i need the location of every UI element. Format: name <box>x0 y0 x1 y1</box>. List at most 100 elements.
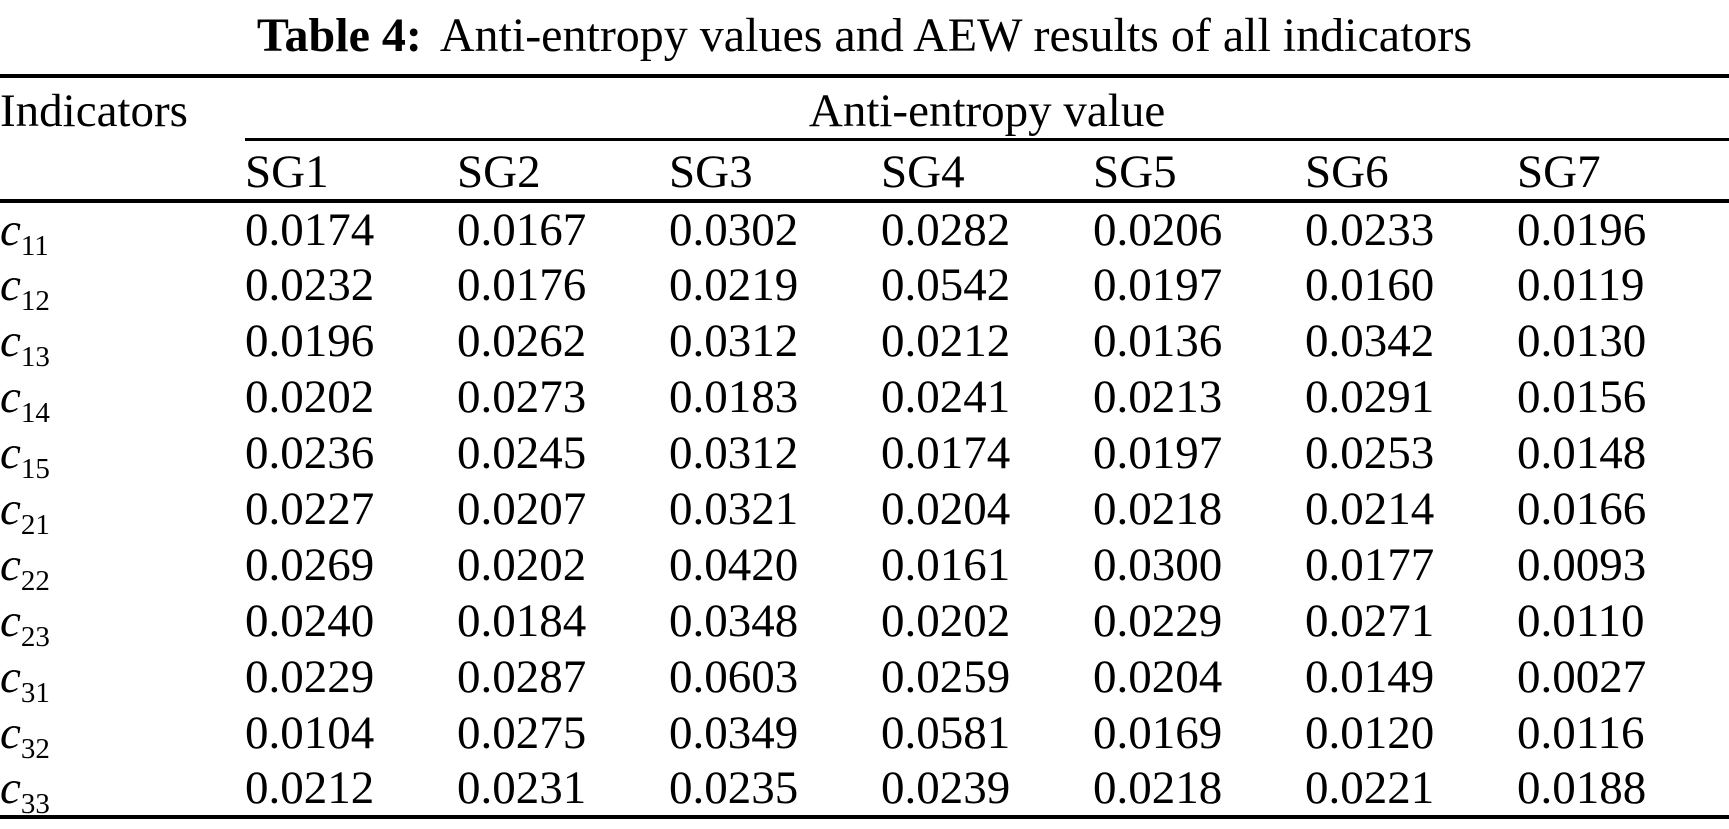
value-cell: 0.0253 <box>1305 427 1435 479</box>
table-row: c32 0.0104 0.0275 0.0349 0.0581 0.0169 0.0120 0… <box>0 705 1729 764</box>
value-cell: 0.0119 <box>1517 259 1645 311</box>
col-header-sg1: SG1 <box>245 146 329 198</box>
value-cell: 0.0160 <box>1305 259 1435 311</box>
value-cell: 0.0093 <box>1517 539 1647 591</box>
indicator-label: c31 <box>0 649 245 708</box>
indicator-base: c <box>0 539 21 591</box>
value-cell: 0.0233 <box>1305 204 1435 256</box>
value-cell: 0.0196 <box>245 315 375 367</box>
value-cell: 0.0027 <box>1517 651 1647 703</box>
table-row: c14 0.0202 0.0273 0.0183 0.0241 0.0213 0.0291 0… <box>0 369 1729 428</box>
indicator-base: c <box>0 595 21 647</box>
indicator-subscript: 21 <box>20 509 50 541</box>
value-cell: 0.0312 <box>669 315 799 367</box>
value-cell: 0.0161 <box>881 539 1011 591</box>
indicator-base: c <box>0 483 21 535</box>
column-header-row: SG1 SG2 SG3 SG4 SG5 SG6 SG7 <box>0 140 1729 202</box>
value-cell: 0.0229 <box>245 651 375 703</box>
value-cell: 0.0239 <box>881 762 1011 814</box>
value-cell: 0.0232 <box>245 259 375 311</box>
value-cell: 0.0282 <box>881 204 1011 256</box>
indicator-base: c <box>0 371 21 423</box>
value-cell: 0.0348 <box>669 595 799 647</box>
value-cell: 0.0218 <box>1093 483 1223 535</box>
indicator-label: c13 <box>0 313 245 372</box>
table-row: c31 0.0229 0.0287 0.0603 0.0259 0.0204 0.0149 0… <box>0 649 1729 708</box>
value-cell: 0.0197 <box>1093 259 1223 311</box>
value-cell: 0.0420 <box>669 539 799 591</box>
value-cell: 0.0176 <box>457 259 587 311</box>
value-cell: 0.0202 <box>881 595 1011 647</box>
col-header-sg7: SG7 <box>1517 146 1601 198</box>
value-cell: 0.0188 <box>1517 762 1647 814</box>
value-cell: 0.0236 <box>245 427 375 479</box>
value-cell: 0.0174 <box>245 204 375 256</box>
value-cell: 0.0110 <box>1517 595 1645 647</box>
value-cell: 0.0581 <box>881 707 1011 759</box>
indicator-subscript: 11 <box>20 230 49 262</box>
value-cell: 0.0312 <box>669 427 799 479</box>
indicator-subscript: 12 <box>20 285 50 317</box>
value-cell: 0.0136 <box>1093 315 1223 367</box>
table-caption-text: Anti-entropy values and AEW results of a… <box>439 9 1473 62</box>
anti-entropy-table: Indicators Anti-entropy value SG1 SG2 SG… <box>0 74 1729 819</box>
value-cell: 0.0291 <box>1305 371 1435 423</box>
value-cell: 0.0287 <box>457 651 587 703</box>
value-cell: 0.0202 <box>457 539 587 591</box>
value-cell: 0.0241 <box>881 371 1011 423</box>
table-caption-label: Table 4: <box>256 9 422 62</box>
value-cell: 0.0212 <box>881 315 1011 367</box>
value-cell: 0.0349 <box>669 707 799 759</box>
value-cell: 0.0227 <box>245 483 375 535</box>
value-cell: 0.0204 <box>881 483 1011 535</box>
table-row: c22 0.0269 0.0202 0.0420 0.0161 0.0300 0.0177 0… <box>0 537 1729 596</box>
col-header-sg2: SG2 <box>457 146 541 198</box>
value-cell: 0.0156 <box>1517 371 1647 423</box>
indicator-base: c <box>0 427 21 479</box>
value-cell: 0.0342 <box>1305 315 1435 367</box>
value-cell: 0.0212 <box>245 762 375 814</box>
indicator-subscript: 32 <box>20 733 50 765</box>
value-cell: 0.0197 <box>1093 427 1223 479</box>
value-cell: 0.0240 <box>245 595 375 647</box>
indicator-base: c <box>0 651 21 703</box>
table-row: c11 0.0174 0.0167 0.0302 0.0282 0.0206 0.0233 0… <box>0 201 1729 261</box>
value-cell: 0.0221 <box>1305 762 1435 814</box>
table-caption: Table 4: Anti-entropy values and AEW resu… <box>0 0 1729 74</box>
value-cell: 0.0207 <box>457 483 587 535</box>
value-cell: 0.0214 <box>1305 483 1435 535</box>
indicator-label: c11 <box>0 201 245 261</box>
value-cell: 0.0271 <box>1305 595 1435 647</box>
table-row: c12 0.0232 0.0176 0.0219 0.0542 0.0197 0.0160 0… <box>0 257 1729 316</box>
value-cell: 0.0149 <box>1305 651 1435 703</box>
value-cell: 0.0259 <box>881 651 1011 703</box>
indicator-subscript: 14 <box>20 397 50 429</box>
value-cell: 0.0166 <box>1517 483 1647 535</box>
value-cell: 0.0104 <box>245 707 375 759</box>
indicator-base: c <box>0 762 21 814</box>
indicator-label: c33 <box>0 761 245 819</box>
value-cell: 0.0231 <box>457 762 587 814</box>
value-cell: 0.0202 <box>245 371 375 423</box>
indicator-base: c <box>0 707 21 759</box>
indicators-header: Indicators <box>0 85 188 137</box>
indicator-label: c22 <box>0 537 245 596</box>
table-row: c21 0.0227 0.0207 0.0321 0.0204 0.0218 0.0214 0… <box>0 481 1729 540</box>
indicator-subscript: 13 <box>20 341 50 373</box>
indicator-label: c21 <box>0 481 245 540</box>
value-cell: 0.0184 <box>457 595 587 647</box>
value-cell: 0.0603 <box>669 651 799 703</box>
indicator-label: c14 <box>0 369 245 428</box>
value-cell: 0.0116 <box>1517 707 1645 759</box>
indicator-subscript: 31 <box>20 677 50 709</box>
value-cell: 0.0130 <box>1517 315 1647 367</box>
value-cell: 0.0300 <box>1093 539 1223 591</box>
value-cell: 0.0542 <box>881 259 1011 311</box>
value-cell: 0.0229 <box>1093 595 1223 647</box>
indicator-label: c15 <box>0 425 245 484</box>
indicator-base: c <box>0 259 21 311</box>
group-header: Anti-entropy value <box>245 76 1729 141</box>
value-cell: 0.0269 <box>245 539 375 591</box>
value-cell: 0.0262 <box>457 315 587 367</box>
